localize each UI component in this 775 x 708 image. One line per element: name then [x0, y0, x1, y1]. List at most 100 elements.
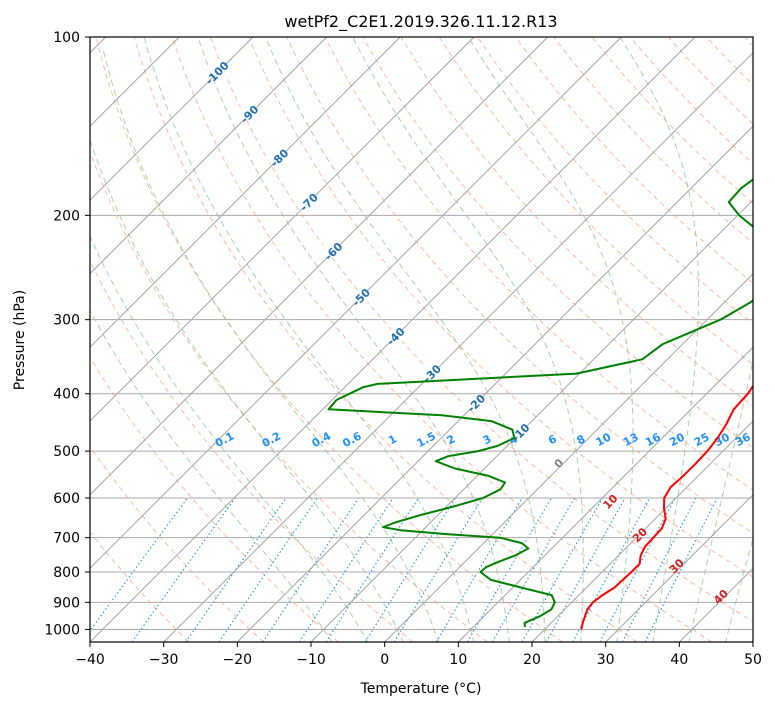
moist-adiabat-line [467, 37, 634, 642]
profile-series [327, 178, 753, 630]
x-tick-label: 30 [597, 652, 615, 668]
moist-adiabat-label: 30 [667, 556, 687, 576]
mixing-ratio-line [185, 497, 287, 642]
dry-adiabat-line [248, 37, 753, 578]
y-axis-ticks: 100 200 300 400 500 600 700 800 900 1000 [44, 30, 90, 638]
isotherm-label: -40 [384, 325, 407, 348]
mixing-ratio-label: 30 [712, 430, 732, 449]
moist-adiabat-label: 10 [601, 492, 621, 512]
mixing-ratio-line [599, 497, 676, 642]
mixing-ratio-line [131, 497, 236, 642]
mixing-ratio-label: 0.1 [213, 429, 236, 450]
y-tick-label: 800 [53, 565, 80, 581]
y-tick-label: 900 [53, 595, 80, 611]
dry-adiabat-line [668, 37, 753, 125]
moist-adiabat-line [90, 235, 369, 642]
isotherm-label: -70 [298, 191, 321, 214]
x-tick-label: −30 [149, 652, 179, 668]
x-tick-label: −10 [296, 652, 326, 668]
isotherm-line [457, 346, 753, 642]
moist-adiabat-line [724, 536, 753, 642]
mixing-ratio-line [644, 497, 718, 642]
isotherm-line [90, 37, 401, 348]
mixing-ratio-line [572, 497, 651, 642]
mixing-ratio-line [218, 497, 318, 642]
dry-adiabat-line [706, 37, 753, 86]
isotherm-label-bg [508, 425, 533, 438]
isotherm-line [90, 37, 549, 496]
pressure-gridlines [90, 37, 753, 630]
isotherm-line [90, 37, 254, 201]
isotherm-label-bg [237, 107, 262, 120]
mixing-ratio-line [364, 497, 456, 642]
dry-adiabat-line [553, 37, 753, 244]
isotherm-line [384, 273, 753, 642]
isotherm-line [236, 125, 753, 642]
moist-adiabat-line [102, 49, 439, 642]
mixing-ratio-label: 10 [594, 430, 614, 449]
isotherm-line [310, 199, 753, 642]
isotherm-line [605, 494, 753, 642]
mixing-ratio-label: 1 [386, 432, 399, 447]
dry-adiabat-line [515, 37, 753, 284]
moist-adiabat-line [143, 37, 475, 642]
isotherm-line [90, 37, 622, 569]
dry-adiabat-line [90, 150, 488, 642]
dry-adiabat-line [324, 37, 753, 491]
isotherm-line [752, 641, 753, 642]
moist-adiabat-line [90, 309, 333, 642]
mixing-ratio-line [325, 497, 419, 642]
isotherm-line [163, 52, 753, 642]
mixing-ratio-label: 1.5 [415, 429, 438, 450]
y-tick-label: 400 [53, 387, 80, 403]
dry-adiabat-line [210, 37, 753, 623]
mixing-ratio-label: 0.4 [310, 429, 334, 450]
mixing-ratio-label: 2 [445, 432, 458, 447]
mixing-ratio-line [298, 497, 394, 642]
isotherm-label-bg [420, 366, 444, 379]
moist-adiabat-line [265, 37, 546, 642]
y-tick-label: 100 [53, 30, 80, 46]
x-tick-label: 20 [523, 652, 541, 668]
moist-adiabat-label: 0 [552, 456, 567, 471]
moist-adiabat-line [762, 37, 775, 643]
isotherm-label: -50 [350, 286, 373, 309]
isotherm-label: -60 [322, 240, 345, 263]
mixing-ratio-label: 25 [692, 430, 712, 449]
isotherm-line [531, 420, 753, 642]
isotherm-label: -90 [238, 103, 261, 126]
isotherm-line [90, 37, 328, 275]
isotherm-label-bg [349, 290, 374, 303]
plot-area: 0.1 0.2 0.4 0.6 1 1.5 2 3 4 6 8 10 13 16 20 25 30 36-100-… [90, 37, 775, 643]
isotherm-label-bg [464, 396, 489, 409]
x-tick-label: 0 [380, 652, 389, 668]
y-tick-label: 600 [53, 491, 80, 507]
mixing-ratio-label: 0.2 [260, 429, 283, 450]
mixing-ratio-line [521, 497, 603, 642]
mixing-ratio-label: 16 [643, 430, 663, 449]
moist-adiabat-line [688, 358, 753, 642]
dry-adiabat-line [438, 37, 753, 365]
mixing-ratio-label: 36 [733, 430, 753, 449]
x-axis-label: Temperature (°C) [360, 681, 482, 697]
temperature-profile-line [580, 384, 753, 630]
x-tick-label: 50 [744, 652, 762, 668]
x-tick-label: −20 [223, 652, 253, 668]
dry-adiabat-line [591, 37, 753, 204]
mixing-ratio-label: 0.6 [340, 429, 364, 450]
dewpoint-profile-line [327, 178, 753, 628]
isotherm-line [678, 567, 753, 642]
isotherm-label: -80 [268, 146, 291, 169]
dry-adiabat-line [90, 531, 190, 642]
y-tick-label: 500 [53, 444, 80, 460]
dry-adiabat-line [90, 445, 264, 642]
isotherm-label-bg [267, 150, 292, 163]
x-tick-label: 40 [670, 652, 688, 668]
chart-title: wetPf2_C2E1.2019.326.11.12.R13 [284, 12, 557, 32]
mixing-ratio-label: 8 [575, 432, 588, 447]
mixing-ratio-label: 13 [621, 430, 641, 449]
moist-adiabat-label: 40 [711, 587, 731, 607]
x-tick-label: −40 [75, 652, 105, 668]
y-tick-label: 700 [53, 531, 80, 547]
